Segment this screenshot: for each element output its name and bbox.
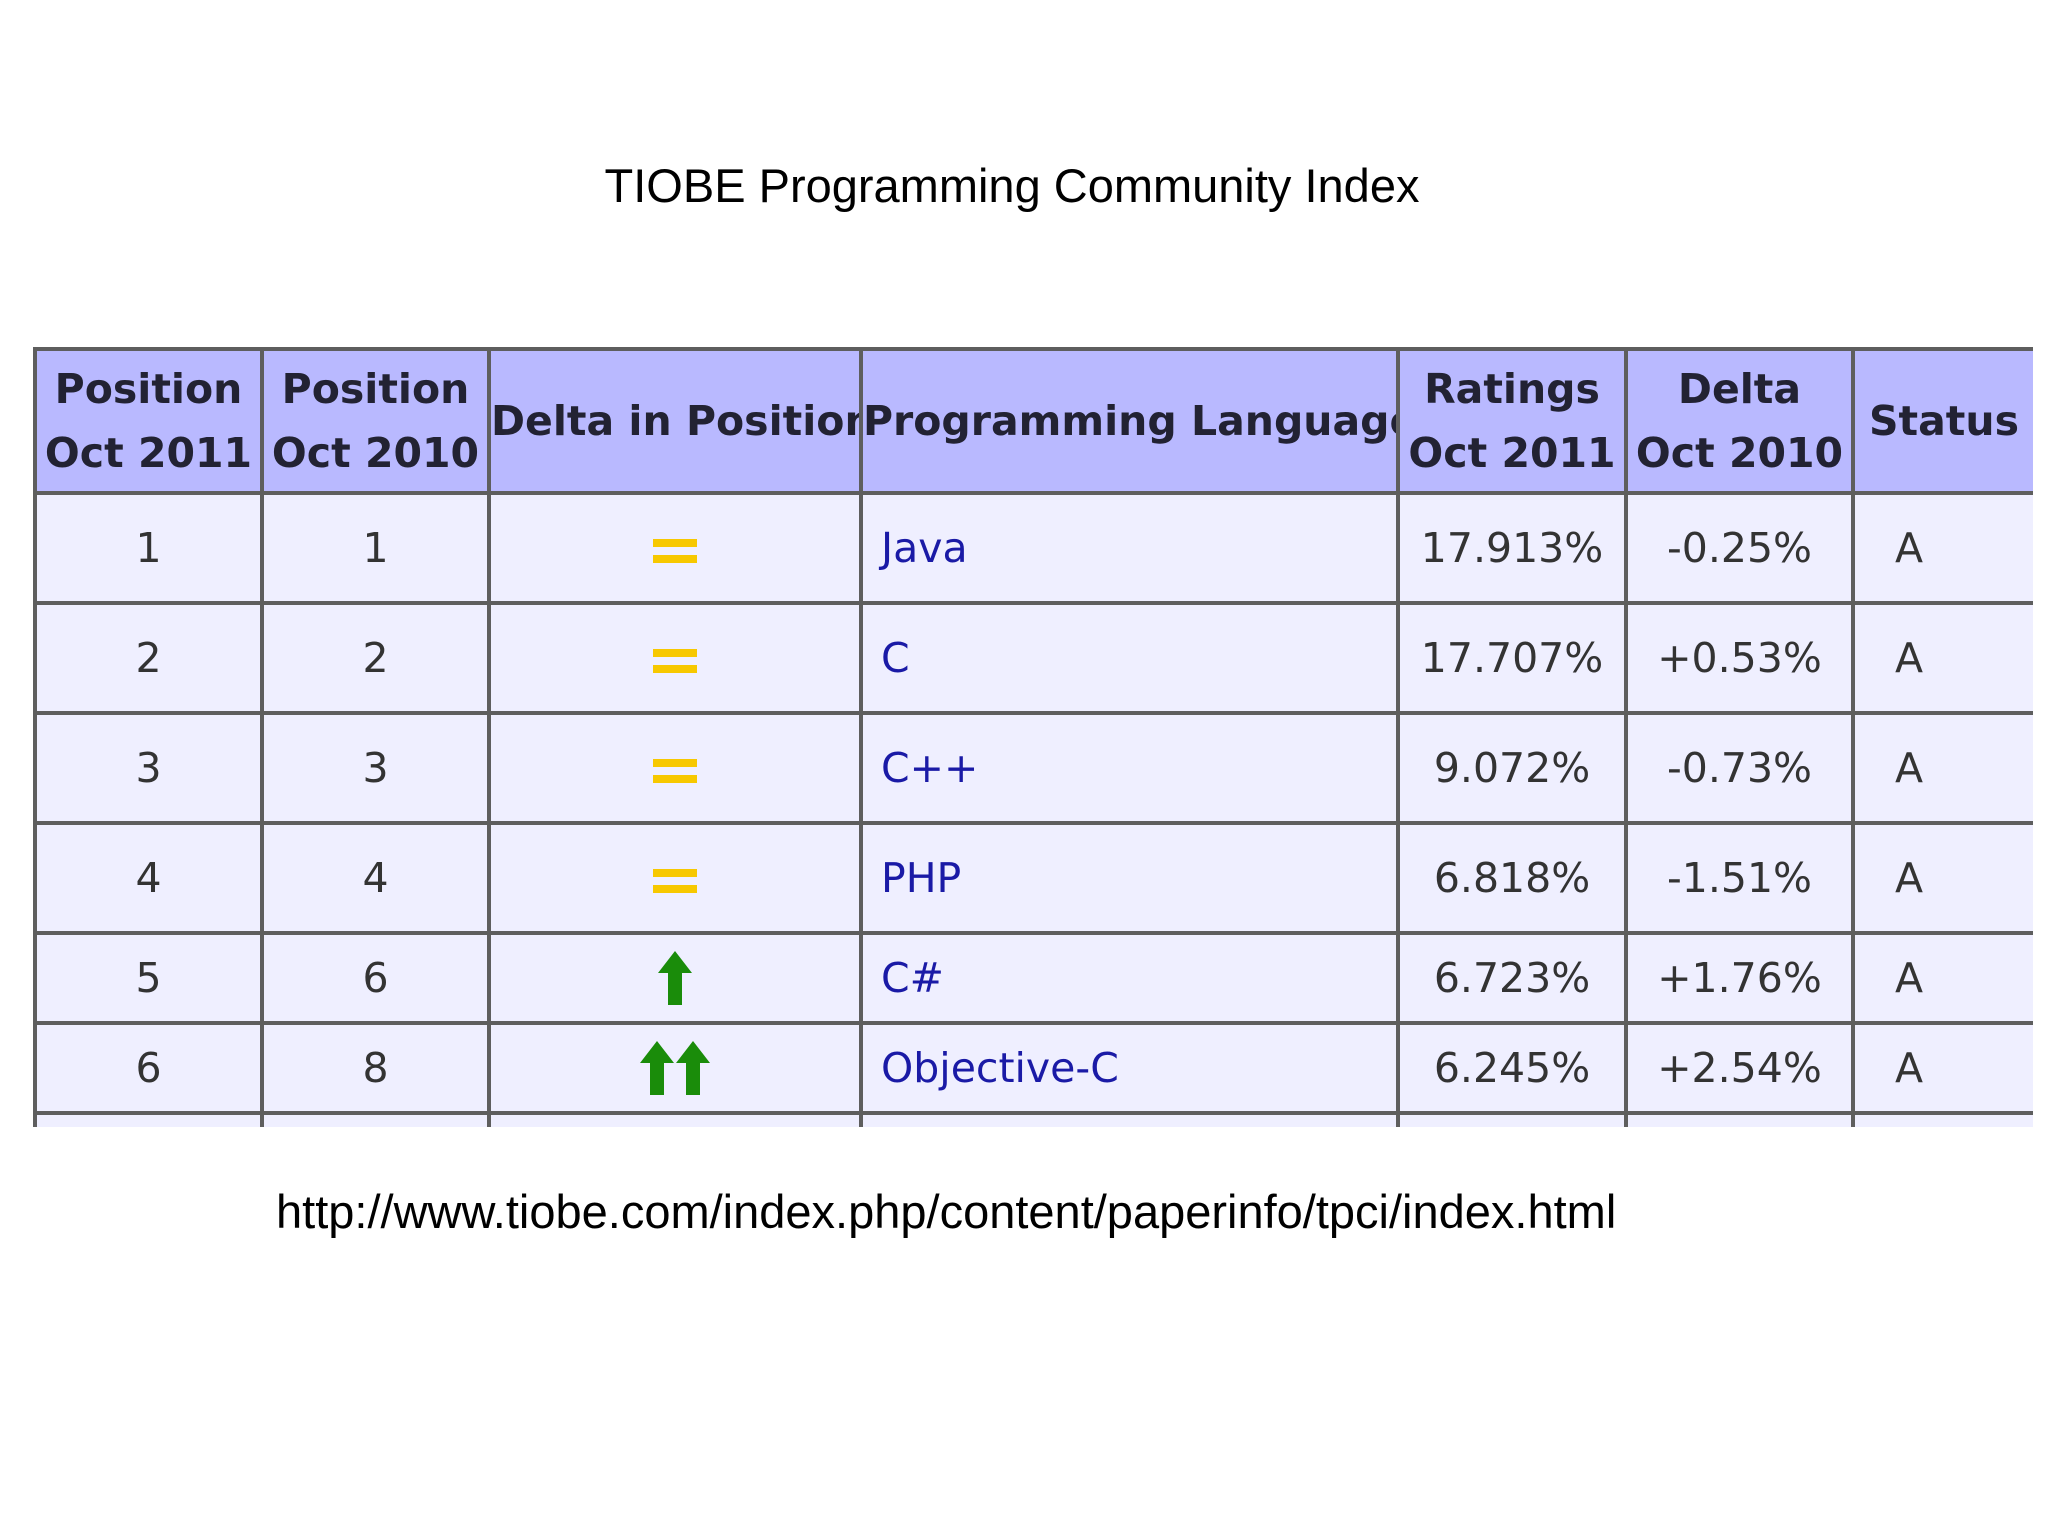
delta-rating-cell: +1.76%	[1624, 931, 1855, 1025]
language-link[interactable]: Java	[859, 491, 1400, 605]
delta-position-cell	[487, 601, 863, 715]
table-row: 2 2 C 17.707% +0.53% A	[33, 601, 2033, 715]
rating-cell: 17.913%	[1396, 491, 1628, 605]
equal-icon	[653, 539, 697, 563]
status-cell: A	[1851, 1021, 2033, 1115]
header-position-oct-2010: Position Oct 2010	[260, 347, 491, 495]
rating-cell: 6.818%	[1396, 821, 1628, 935]
table-row: 5 6 C# 6.723% +1.76% A	[33, 931, 2033, 1025]
status-cell: A	[1851, 821, 2033, 935]
delta-position-cell	[487, 491, 863, 605]
delta-rating-cell: -0.73%	[1624, 711, 1855, 825]
status-cell: A	[1851, 711, 2033, 825]
table-row: 1 1 Java 17.913% -0.25% A	[33, 491, 2033, 605]
position-2010-cell: 3	[260, 711, 491, 825]
status-cell: A	[1851, 601, 2033, 715]
header-ratings-oct-2011: Ratings Oct 2011	[1396, 347, 1628, 495]
double-arrow-up-icon	[640, 1041, 710, 1095]
tiobe-ranking-table: Position Oct 2011 Position Oct 2010 Delta …	[33, 347, 2033, 1127]
slide-title: TIOBE Programming Community Index	[604, 159, 1420, 212]
position-2011-cell: 4	[33, 821, 264, 935]
position-2010-cell: 8	[260, 1021, 491, 1115]
delta-rating-cell: +2.54%	[1624, 1021, 1855, 1115]
position-2010-cell: 1	[260, 491, 491, 605]
rating-cell: 17.707%	[1396, 601, 1628, 715]
table-header-row: Position Oct 2011 Position Oct 2010 Delta …	[33, 347, 2033, 495]
rating-cell: 9.072%	[1396, 711, 1628, 825]
position-2010-cell: 4	[260, 821, 491, 935]
position-2011-cell: 6	[33, 1021, 264, 1115]
header-delta-oct-2010: Delta Oct 2010	[1624, 347, 1855, 495]
table-row: 4 4 PHP 6.818% -1.51% A	[33, 821, 2033, 935]
language-link[interactable]: Objective-C	[859, 1021, 1400, 1115]
rating-cell: 6.723%	[1396, 931, 1628, 1025]
language-link[interactable]: C++	[859, 711, 1400, 825]
header-delta-in-position: Delta in Position	[487, 347, 863, 495]
delta-rating-cell: +0.53%	[1624, 601, 1855, 715]
position-2010-cell: 2	[260, 601, 491, 715]
tiobe-table-container: Position Oct 2011 Position Oct 2010 Delta …	[33, 347, 2033, 1127]
table-row: 6 8 Objective-C 6.245% +2.54% A	[33, 1021, 2033, 1115]
table-row: 3 3 C++ 9.072% -0.73% A	[33, 711, 2033, 825]
language-link[interactable]: C	[859, 601, 1400, 715]
status-cell: A	[1851, 931, 2033, 1025]
table-row-cut-off	[33, 1111, 2033, 1127]
delta-rating-cell: -0.25%	[1624, 491, 1855, 605]
header-status: Status	[1851, 347, 2033, 495]
header-position-oct-2011: Position Oct 2011	[33, 347, 264, 495]
position-2011-cell: 3	[33, 711, 264, 825]
equal-icon	[653, 869, 697, 893]
source-url: http://www.tiobe.com/index.php/content/p…	[276, 1185, 1617, 1238]
position-2011-cell: 1	[33, 491, 264, 605]
language-link[interactable]: C#	[859, 931, 1400, 1025]
header-programming-language: Programming Language	[859, 347, 1400, 495]
delta-position-cell	[487, 931, 863, 1025]
delta-position-cell	[487, 1021, 863, 1115]
delta-rating-cell: -1.51%	[1624, 821, 1855, 935]
equal-icon	[653, 649, 697, 673]
arrow-up-icon	[658, 951, 692, 1005]
status-cell: A	[1851, 491, 2033, 605]
position-2010-cell: 6	[260, 931, 491, 1025]
position-2011-cell: 5	[33, 931, 264, 1025]
delta-position-cell	[487, 711, 863, 825]
equal-icon	[653, 759, 697, 783]
delta-position-cell	[487, 821, 863, 935]
position-2011-cell: 2	[33, 601, 264, 715]
rating-cell: 6.245%	[1396, 1021, 1628, 1115]
language-link[interactable]: PHP	[859, 821, 1400, 935]
